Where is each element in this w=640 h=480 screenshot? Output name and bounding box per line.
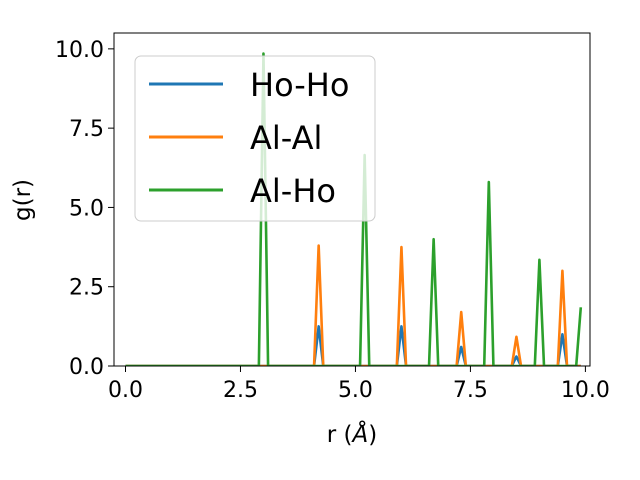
legend-box bbox=[134, 55, 376, 222]
x-tick-label: 2.5 bbox=[223, 378, 258, 403]
legend-label-al-ho: Al-Ho bbox=[250, 172, 336, 210]
y-axis-ticks: 0.0 2.5 5.0 7.5 10.0 bbox=[55, 38, 114, 380]
y-tick-label: 2.5 bbox=[69, 276, 104, 301]
y-tick-label: 10.0 bbox=[55, 38, 104, 63]
x-tick-label: 0.0 bbox=[108, 378, 143, 403]
x-tick-label: 7.5 bbox=[453, 378, 488, 403]
x-axis-ticks: 0.0 2.5 5.0 7.5 10.0 bbox=[108, 366, 610, 403]
y-axis-label: g(r) bbox=[10, 179, 36, 221]
x-axis-label: r (Å) bbox=[327, 420, 377, 448]
x-tick-label: 10.0 bbox=[561, 378, 610, 403]
x-tick-label: 5.0 bbox=[338, 378, 373, 403]
y-tick-label: 0.0 bbox=[69, 355, 104, 380]
legend-label-ho-ho: Ho-Ho bbox=[250, 66, 349, 104]
legend: Ho-Ho Al-Al Al-Ho bbox=[134, 55, 376, 222]
series-line-al-ho bbox=[125, 52, 583, 366]
plot-frame bbox=[113, 32, 591, 367]
y-tick-label: 7.5 bbox=[69, 117, 104, 142]
legend-label-al-al: Al-Al bbox=[250, 119, 322, 157]
series-line-al-al bbox=[125, 244, 581, 366]
series-layer bbox=[125, 52, 583, 366]
y-tick-label: 5.0 bbox=[69, 196, 104, 221]
